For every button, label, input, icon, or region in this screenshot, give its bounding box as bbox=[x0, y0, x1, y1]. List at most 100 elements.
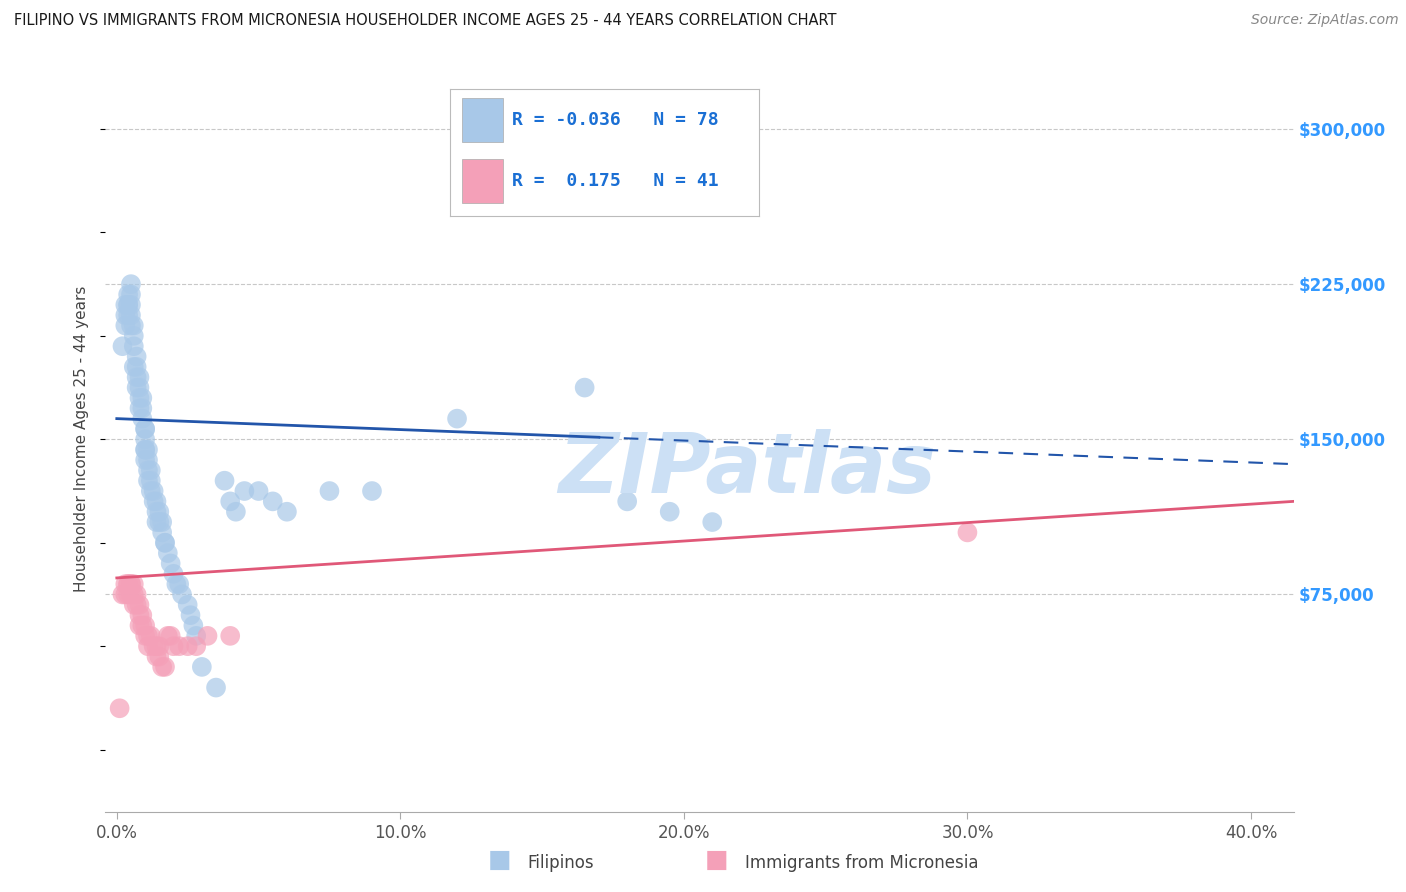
Point bbox=[128, 608, 150, 623]
Point bbox=[145, 494, 167, 508]
Bar bbox=[463, 98, 502, 143]
Point bbox=[120, 577, 142, 591]
Y-axis label: Householder Income Ages 25 - 44 years: Householder Income Ages 25 - 44 years bbox=[75, 286, 90, 592]
Point bbox=[148, 515, 170, 529]
Point bbox=[145, 515, 167, 529]
Point bbox=[120, 587, 142, 601]
Point bbox=[134, 442, 156, 457]
Point bbox=[159, 557, 181, 571]
Point bbox=[136, 474, 159, 488]
Point bbox=[616, 494, 638, 508]
Point bbox=[702, 515, 724, 529]
Text: R =  0.175   N = 41: R = 0.175 N = 41 bbox=[512, 172, 718, 190]
Point bbox=[134, 422, 156, 436]
Point bbox=[125, 587, 148, 601]
Point bbox=[170, 587, 193, 601]
Text: Source: ZipAtlas.com: Source: ZipAtlas.com bbox=[1251, 13, 1399, 28]
Text: ZIPatlas: ZIPatlas bbox=[558, 428, 936, 509]
Point bbox=[162, 566, 184, 581]
Point bbox=[139, 463, 162, 477]
Point bbox=[150, 525, 173, 540]
Point bbox=[122, 329, 145, 343]
Point bbox=[120, 287, 142, 301]
Point bbox=[180, 608, 202, 623]
Point bbox=[145, 639, 167, 653]
Point bbox=[205, 681, 228, 695]
Point bbox=[108, 701, 131, 715]
Point bbox=[128, 370, 150, 384]
Point bbox=[148, 649, 170, 664]
Point bbox=[114, 308, 136, 322]
Point bbox=[134, 618, 156, 632]
Point bbox=[219, 494, 242, 508]
Point bbox=[159, 629, 181, 643]
Point bbox=[658, 505, 681, 519]
Point bbox=[117, 577, 139, 591]
Point bbox=[111, 339, 134, 353]
Point bbox=[318, 483, 340, 498]
Point bbox=[956, 525, 979, 540]
Point bbox=[156, 629, 179, 643]
Point bbox=[574, 381, 596, 395]
Point bbox=[131, 618, 153, 632]
Point bbox=[276, 505, 298, 519]
Point bbox=[136, 463, 159, 477]
Point bbox=[117, 287, 139, 301]
Point bbox=[153, 535, 176, 549]
Point bbox=[122, 359, 145, 374]
Point bbox=[114, 318, 136, 333]
Point bbox=[125, 381, 148, 395]
Point bbox=[145, 649, 167, 664]
Point bbox=[153, 660, 176, 674]
Point bbox=[139, 483, 162, 498]
Point bbox=[162, 639, 184, 653]
Point bbox=[131, 411, 153, 425]
Point bbox=[125, 598, 148, 612]
Point bbox=[117, 577, 139, 591]
Point bbox=[134, 453, 156, 467]
Point bbox=[183, 618, 205, 632]
Point bbox=[142, 483, 165, 498]
Point bbox=[122, 318, 145, 333]
Text: FILIPINO VS IMMIGRANTS FROM MICRONESIA HOUSEHOLDER INCOME AGES 25 - 44 YEARS COR: FILIPINO VS IMMIGRANTS FROM MICRONESIA H… bbox=[14, 13, 837, 29]
Point bbox=[150, 660, 173, 674]
Text: ■: ■ bbox=[488, 848, 510, 872]
Point bbox=[156, 546, 179, 560]
Point bbox=[114, 577, 136, 591]
Point bbox=[120, 308, 142, 322]
Point bbox=[120, 318, 142, 333]
Point bbox=[361, 483, 384, 498]
Point bbox=[134, 629, 156, 643]
Point bbox=[148, 505, 170, 519]
Point bbox=[139, 629, 162, 643]
Text: ■: ■ bbox=[706, 848, 728, 872]
Point bbox=[142, 639, 165, 653]
Point bbox=[191, 660, 214, 674]
Point bbox=[150, 515, 173, 529]
Point bbox=[136, 442, 159, 457]
Point bbox=[145, 505, 167, 519]
Point bbox=[128, 381, 150, 395]
Point bbox=[117, 587, 139, 601]
Text: Immigrants from Micronesia: Immigrants from Micronesia bbox=[745, 855, 979, 872]
Point bbox=[134, 442, 156, 457]
Point bbox=[120, 298, 142, 312]
Point bbox=[117, 308, 139, 322]
Point bbox=[131, 401, 153, 416]
Point bbox=[114, 587, 136, 601]
Point bbox=[233, 483, 256, 498]
Point bbox=[120, 277, 142, 292]
Point bbox=[128, 618, 150, 632]
Point bbox=[134, 433, 156, 447]
Point bbox=[128, 401, 150, 416]
Point bbox=[136, 453, 159, 467]
Point bbox=[131, 391, 153, 405]
Point bbox=[117, 298, 139, 312]
Point bbox=[219, 629, 242, 643]
Point bbox=[131, 608, 153, 623]
Point bbox=[125, 350, 148, 364]
Point bbox=[167, 639, 190, 653]
Point bbox=[186, 639, 208, 653]
Point bbox=[148, 639, 170, 653]
Point bbox=[446, 411, 468, 425]
